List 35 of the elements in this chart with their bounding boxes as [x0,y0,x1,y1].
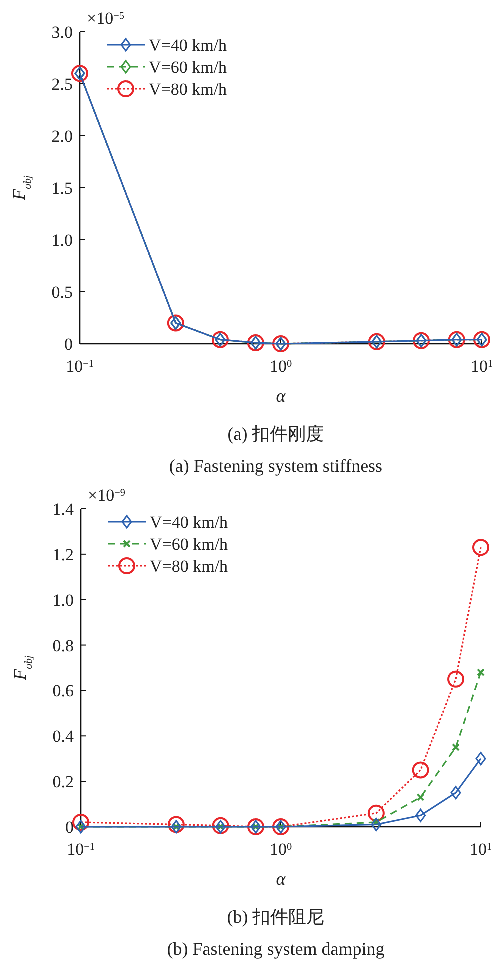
legend-label: V=60 km/h [149,58,228,77]
y-tick-label: 1.0 [52,590,74,610]
x-tick-label: 10$^{0}$ [270,357,292,376]
y-tick-label: 3.0 [52,23,73,42]
x-axis-title: α [276,386,286,406]
y-tick-label: 0.4 [52,727,74,746]
text: ×10$^{−5}$ [87,9,124,28]
text: (b) 扣件阻尼 [227,907,325,927]
x-tick-label: 10$^{1}$ [470,840,492,859]
y-tick-label: 0 [66,818,74,837]
x-tick-label: 10$^{−1}$ [67,840,95,859]
x-tick-label: 10$^{0}$ [270,840,292,859]
x-tick-label: 10$^{1}$ [470,357,493,376]
legend-label: V=40 km/h [149,36,228,55]
y-tick-label: 1.0 [52,231,73,250]
legend-label: V=80 km/h [149,80,228,99]
y-tick-label: 0.5 [52,283,73,302]
text: ×10$^{−9}$ [88,486,126,505]
y-tick-label: 0.8 [52,636,74,656]
y-tick-label: 0.6 [52,682,74,701]
y-tick-label: 1.4 [52,500,74,519]
y-tick-label: 0 [64,335,73,354]
text: (a) Fastening system stiffness [169,456,383,476]
y-tick-label: 2.5 [52,75,73,94]
y-tick-label: 2.0 [52,127,73,146]
legend-label: V=40 km/h [150,513,229,532]
text: (a) 扣件刚度 [228,424,324,444]
x-tick-label: 10$^{−1}$ [66,357,94,376]
x-axis-title: α [276,869,286,889]
legend-label: V=80 km/h [150,557,229,576]
text: (b) Fastening system damping [167,939,385,959]
y-tick-label: 0.2 [52,772,74,792]
y-tick-label: 1.2 [52,545,74,564]
y-tick-label: 1.5 [52,179,73,198]
legend-label: V=60 km/h [150,535,229,554]
